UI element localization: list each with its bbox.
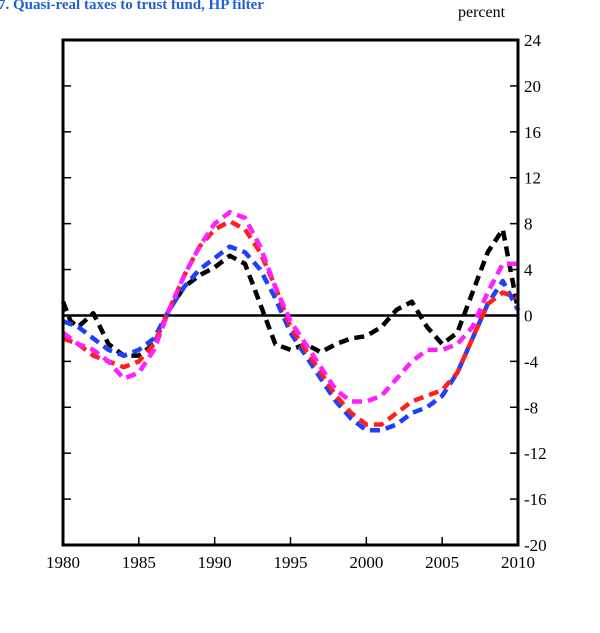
x-tick-label: 2000 [349, 553, 383, 572]
y-tick-label: -20 [524, 536, 547, 555]
chart-title: 7. Quasi-real taxes to trust fund, HP fi… [0, 0, 264, 13]
y-tick-label: 24 [524, 31, 542, 50]
y-tick-label: -16 [524, 490, 547, 509]
x-tick-label: 1995 [274, 553, 308, 572]
series-line-2 [62, 244, 520, 433]
series-line-4 [61, 209, 518, 404]
y-tick-label: 16 [524, 123, 541, 142]
x-tick-label: 2010 [501, 553, 535, 572]
x-tick-label: 1980 [46, 553, 80, 572]
unit-label: percent [458, 4, 506, 21]
y-tick-label: -8 [524, 398, 538, 417]
x-tick-label: 2005 [425, 553, 459, 572]
y-tick-label: 20 [524, 77, 541, 96]
y-tick-label: 0 [524, 306, 533, 325]
y-tick-label: -4 [524, 352, 539, 371]
y-tick-label: -12 [524, 444, 547, 463]
x-tick-label: 1990 [198, 553, 232, 572]
y-tick-label: 8 [524, 215, 533, 234]
series-line-1 [60, 227, 521, 358]
plot-frame [61, 38, 520, 547]
series-line-3 [62, 219, 519, 427]
y-tick-label: 12 [524, 169, 541, 188]
x-tick-label: 1985 [122, 553, 156, 572]
y-tick-label: 4 [524, 261, 533, 280]
